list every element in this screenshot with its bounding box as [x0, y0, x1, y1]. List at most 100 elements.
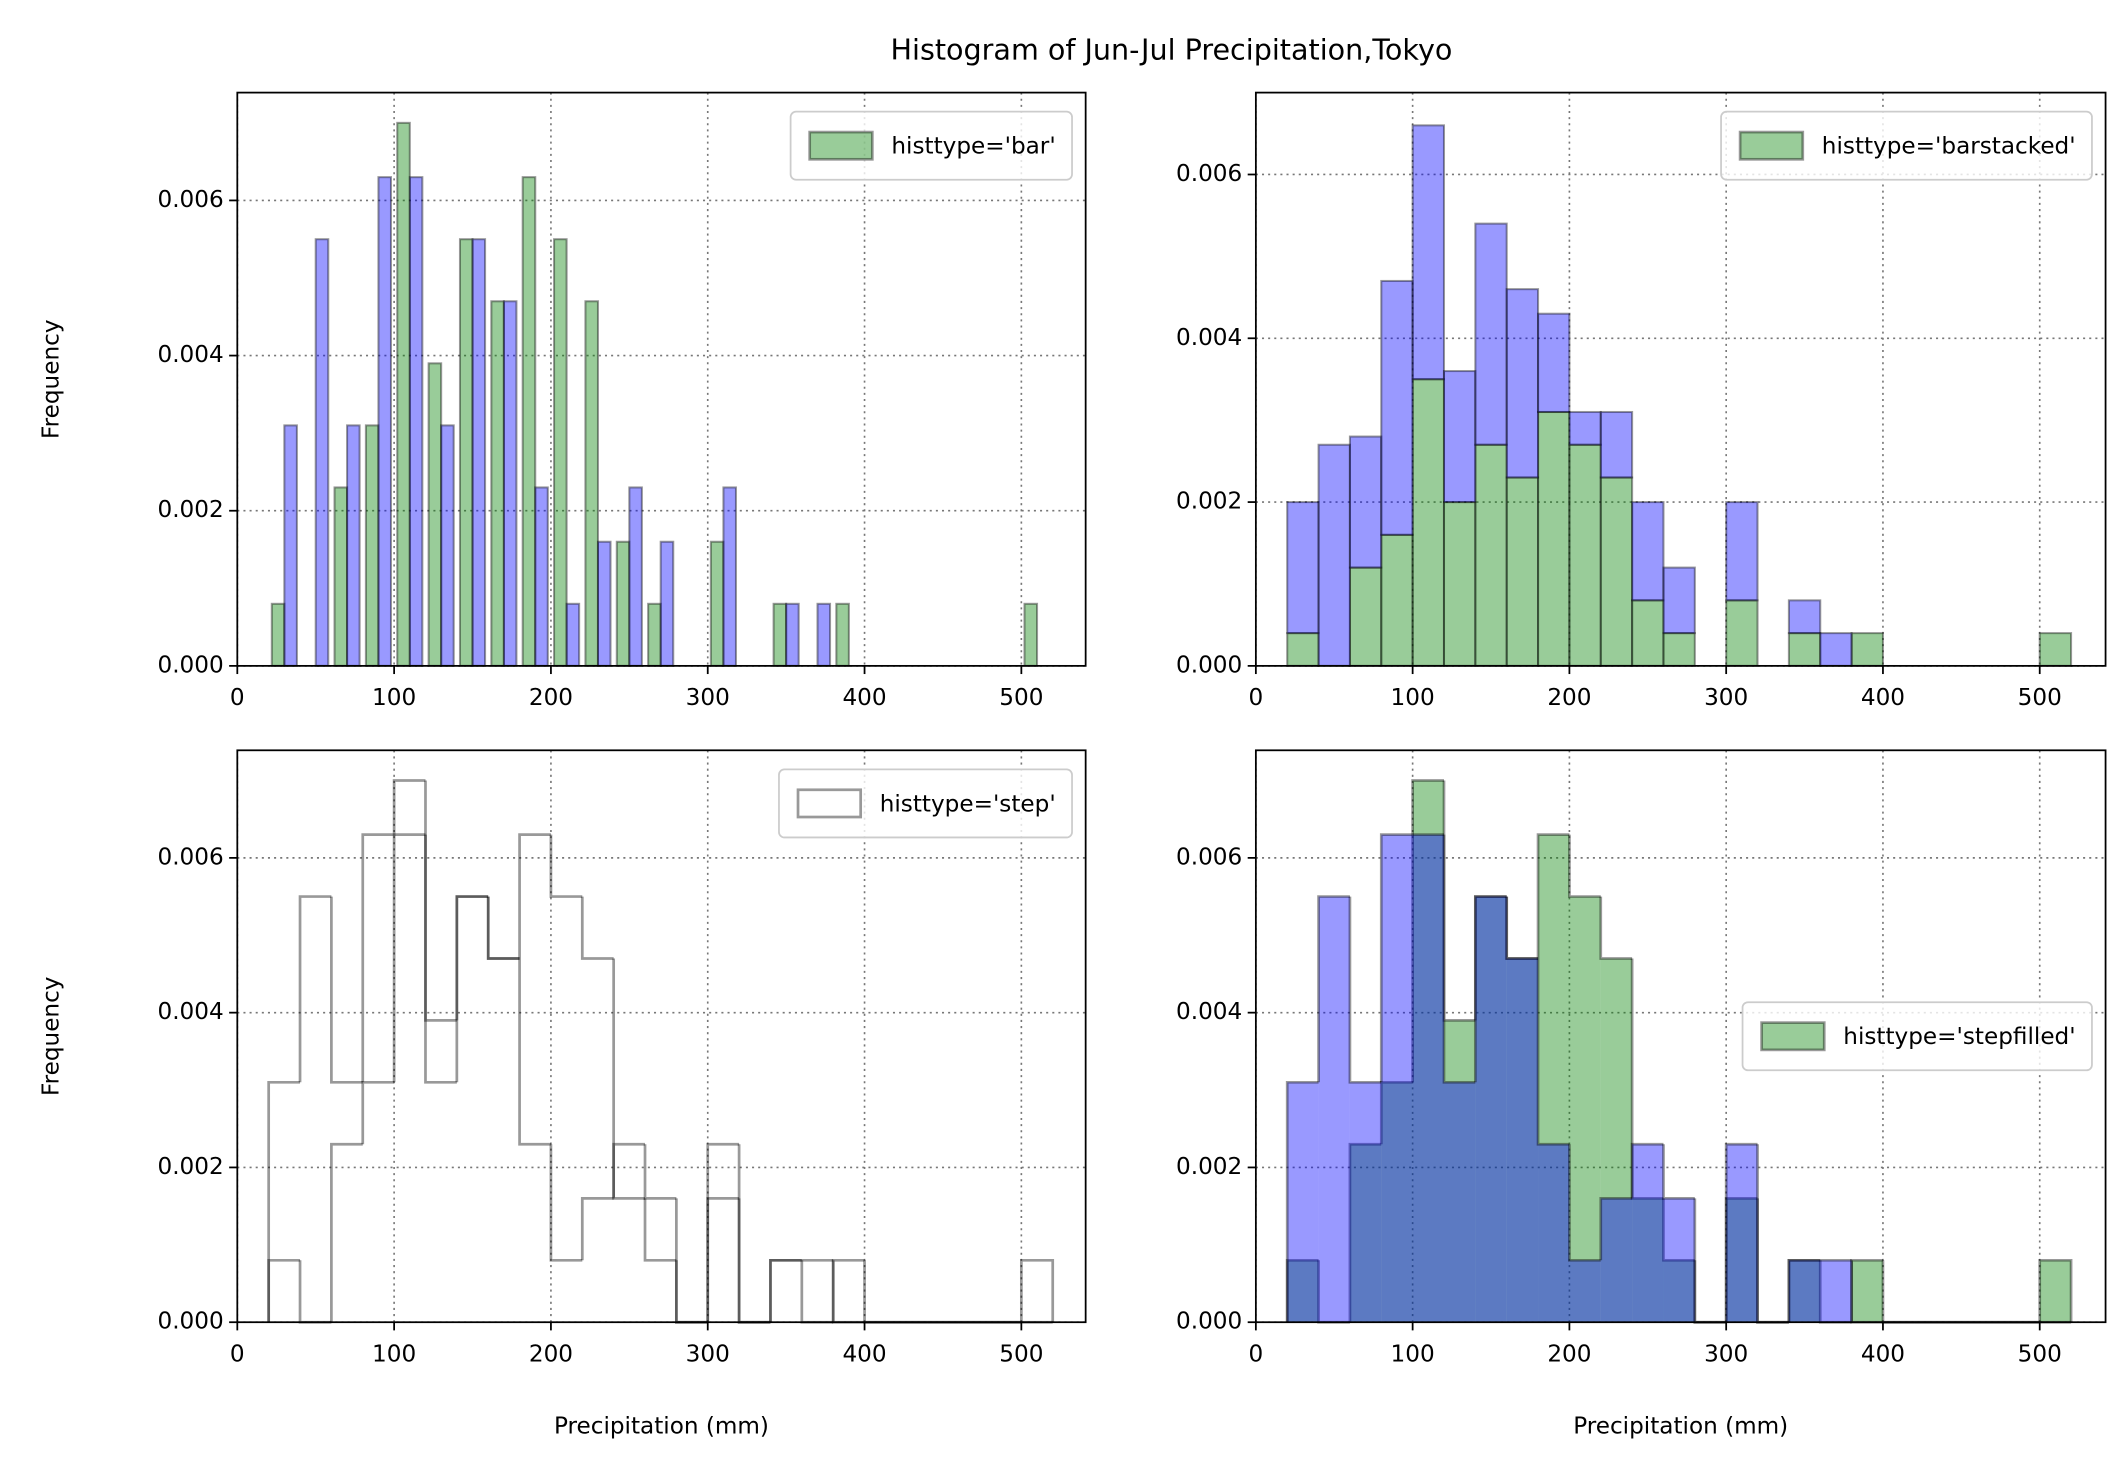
step-fill	[1506, 958, 1539, 1323]
step-outline	[1442, 780, 1476, 1022]
legend: histtype='step'	[778, 768, 1073, 839]
subplot: 0 100 200 300 400 500 0.000 0.002 0.004 0.006 hist…	[1176, 91, 2107, 711]
bar	[270, 602, 286, 667]
x-tick-label: 400	[1861, 685, 1905, 711]
x-tick-label: 100	[1391, 685, 1435, 711]
bar	[1819, 632, 1853, 667]
step-outline	[706, 1142, 740, 1323]
y-tick-label: 0.004	[157, 999, 223, 1025]
x-tick-label: 100	[372, 685, 416, 711]
step-outline	[455, 895, 489, 1083]
y-tick-label: 0.006	[1176, 161, 1242, 187]
legend: histtype='bar'	[789, 110, 1073, 181]
bar	[1599, 476, 1634, 667]
step-fill	[1663, 1198, 1695, 1323]
step-outline	[1536, 958, 1570, 1146]
step-fill	[1663, 1260, 1695, 1323]
bar	[502, 300, 518, 667]
step-outline	[424, 780, 457, 1022]
bar	[396, 121, 411, 667]
x-tick-label: 100	[372, 1341, 416, 1367]
bar	[1599, 410, 1634, 479]
step-outline	[455, 895, 489, 1021]
axes-frame	[1254, 91, 2107, 667]
bar	[1537, 410, 1571, 667]
step-outline	[1536, 833, 1570, 959]
bar	[521, 176, 537, 667]
bar	[647, 602, 662, 667]
bar	[346, 424, 361, 667]
bar	[1505, 288, 1540, 479]
x-tick-label: 200	[1547, 1341, 1591, 1367]
step-outline	[1285, 1080, 1319, 1323]
axes-frame	[236, 749, 1087, 1324]
step-outline	[549, 834, 583, 898]
bar	[1286, 632, 1320, 667]
legend: histtype='barstacked'	[1720, 110, 2093, 181]
legend-box	[1741, 1001, 2093, 1072]
step-outline	[486, 896, 520, 960]
y-tick-label: 0.004	[1176, 325, 1242, 351]
legend-swatch	[1760, 1021, 1826, 1052]
step-outline	[643, 1198, 677, 1262]
step-outline	[424, 834, 457, 1084]
x-tick-label: 500	[2018, 1341, 2062, 1367]
step-fill	[1287, 1082, 1319, 1323]
bar	[1474, 222, 1508, 446]
y-axis-label: Frequency	[39, 319, 65, 438]
legend-label: histtype='step'	[880, 791, 1056, 817]
step-outline	[1348, 1142, 1382, 1323]
axes-frame	[1254, 749, 2107, 1324]
step-outline	[1473, 895, 1507, 1083]
bar	[440, 424, 455, 667]
step-outline	[2038, 1258, 2073, 1323]
step-outline	[1568, 1144, 1601, 1262]
bar	[314, 238, 330, 667]
step-outline	[1317, 895, 1350, 1083]
x-tick-label: 300	[686, 685, 730, 711]
bar	[377, 176, 393, 667]
legend-label: histtype='barstacked'	[1822, 134, 2076, 160]
y-tick-label: 0.002	[157, 1154, 223, 1180]
bar	[1442, 370, 1477, 504]
bar	[1348, 566, 1383, 667]
x-tick-label: 400	[1861, 1341, 1905, 1367]
y-tick-label: 0.002	[1176, 489, 1242, 515]
step-outline	[1505, 896, 1539, 960]
step-outline	[643, 1144, 677, 1200]
step-outline	[330, 1142, 363, 1323]
step-fill	[1287, 1260, 1319, 1323]
step-outline	[1473, 895, 1507, 1021]
step-fill	[1538, 1144, 1570, 1323]
x-tick-label: 0	[230, 685, 245, 711]
step-outline	[1411, 779, 1444, 1083]
y-tick-label: 0.000	[157, 1309, 223, 1335]
bar	[816, 602, 832, 667]
step-outline	[769, 1258, 802, 1323]
step-outline	[1505, 896, 1539, 960]
y-tick-label: 0.004	[1176, 999, 1242, 1025]
x-tick-label: 200	[529, 1341, 573, 1367]
step-outline	[1568, 834, 1601, 898]
step-outline	[392, 779, 426, 1083]
step-fill	[1569, 1260, 1601, 1323]
legend-swatch	[1738, 130, 1805, 161]
step-outline	[1442, 834, 1476, 1084]
bar	[1662, 566, 1696, 635]
step-outline	[361, 1080, 395, 1145]
step-outline	[361, 833, 395, 1083]
y-axis-label: Frequency	[39, 977, 65, 1096]
step-outline	[1379, 833, 1413, 1083]
bar	[835, 602, 850, 667]
bar	[1442, 501, 1477, 667]
y-tick-label: 0.004	[157, 342, 223, 368]
bar	[1023, 602, 1039, 667]
step-outline	[831, 1258, 865, 1323]
bar	[772, 602, 788, 667]
step-outline	[267, 1258, 301, 1323]
bar	[408, 176, 424, 667]
step-outline	[1787, 1258, 1821, 1323]
x-tick-label: 500	[999, 1341, 1043, 1367]
step-outline	[1285, 1258, 1319, 1323]
step-fill	[1506, 958, 1539, 1323]
